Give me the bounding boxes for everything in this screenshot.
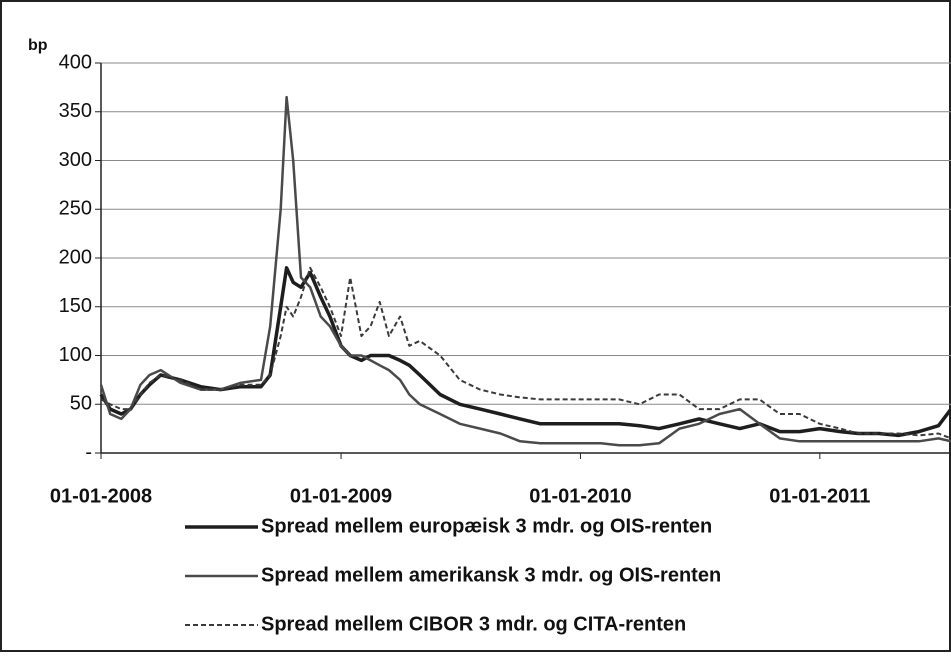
y-tick-label: 150 — [59, 295, 92, 317]
series-line — [99, 95, 951, 447]
x-tick-label: 01-01-2010 — [529, 485, 631, 507]
legend-label: Spread mellem europæisk 3 mdr. og OIS-re… — [261, 515, 712, 537]
x-tick-label: 01-01-2009 — [290, 485, 392, 507]
series-line — [100, 266, 951, 440]
y-tick-label: 300 — [59, 149, 92, 171]
y-tick-label: 200 — [59, 246, 92, 268]
y-tick-label: - — [85, 441, 92, 463]
x-tick-label: 01-01-2008 — [50, 485, 152, 507]
y-axis-label: bp — [28, 37, 48, 54]
legend-label: Spread mellem amerikansk 3 mdr. og OIS-r… — [261, 564, 721, 586]
y-tick-label: 250 — [59, 198, 92, 220]
x-tick-label: 01-01-2011 — [769, 485, 870, 507]
y-tick-label: 350 — [59, 100, 92, 122]
y-tick-label: 400 — [59, 51, 92, 73]
legend-label: Spread mellem CIBOR 3 mdr. og CITA-rente… — [261, 613, 686, 635]
y-tick-label: 100 — [59, 344, 92, 366]
y-tick-label: 50 — [70, 393, 92, 415]
